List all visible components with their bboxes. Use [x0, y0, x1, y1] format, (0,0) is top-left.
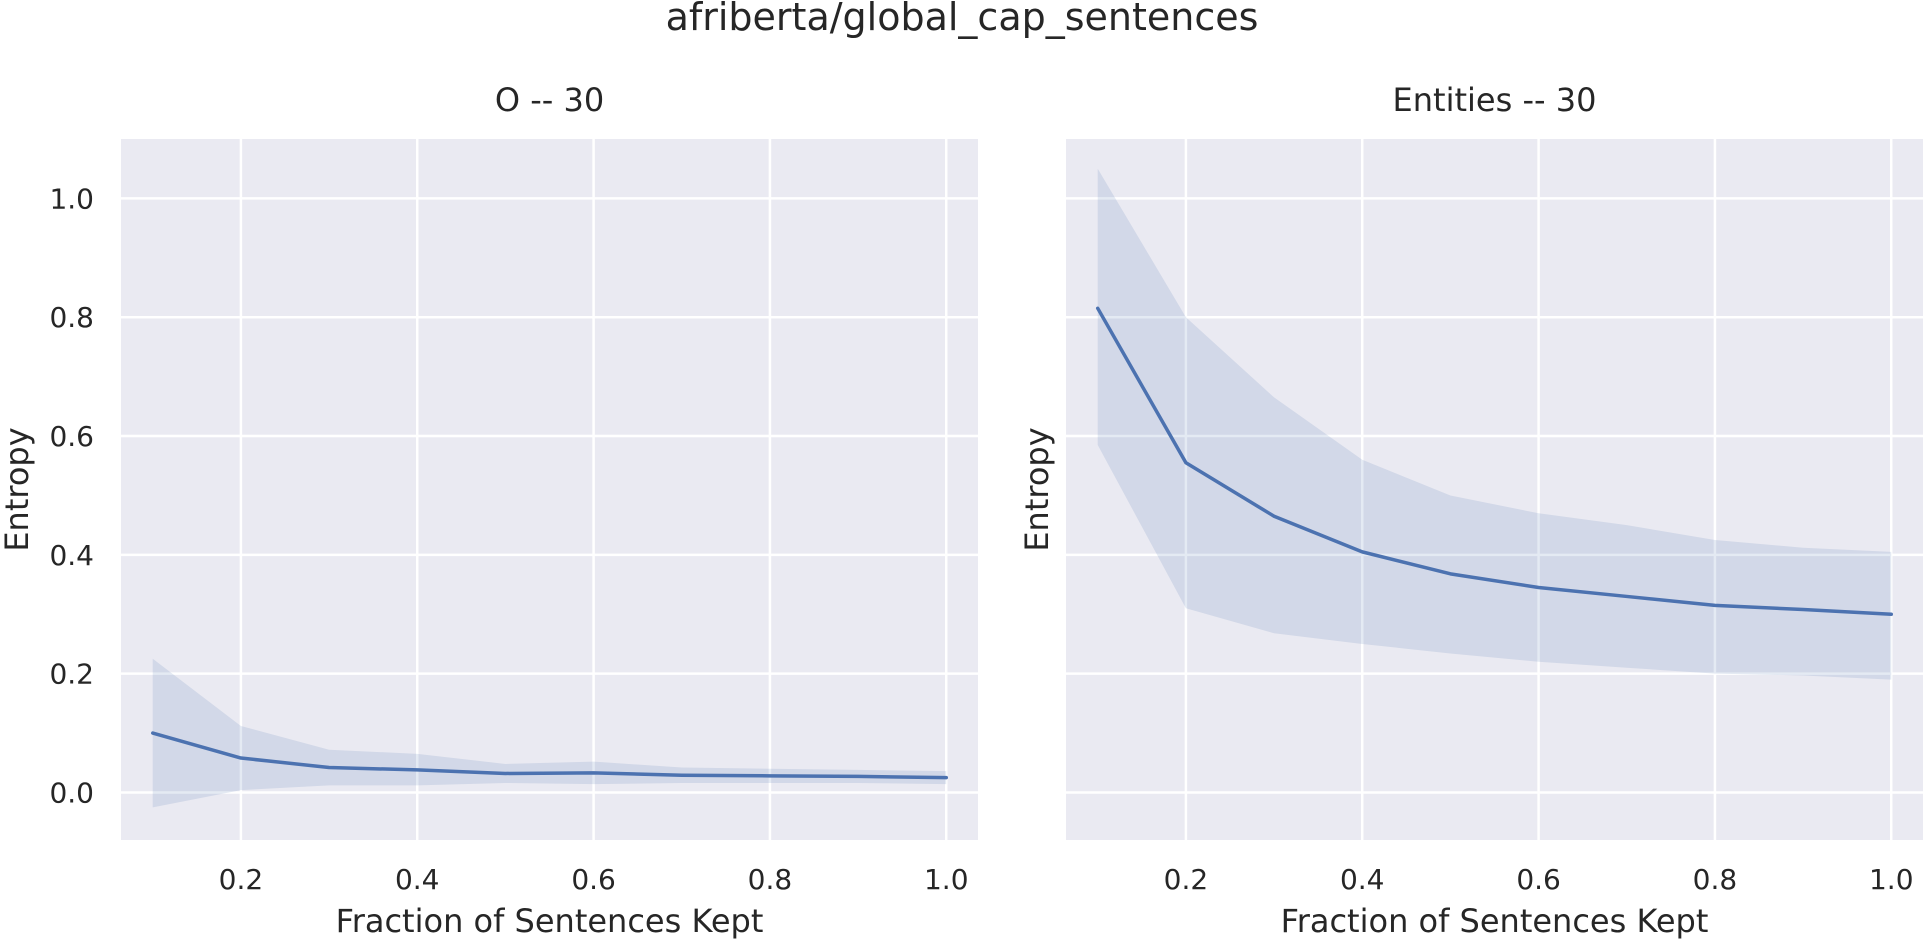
subplot-title: O -- 30 [495, 81, 604, 119]
y-axis-label: Entropy [0, 427, 36, 551]
x-tick-label: 0.8 [1693, 863, 1738, 896]
figure-title: afriberta/global_cap_sentences [666, 0, 1259, 39]
x-tick-label: 0.2 [219, 863, 264, 896]
confidence-band [152, 658, 947, 808]
y-tick-label: 0.6 [49, 420, 94, 453]
confidence-band [1097, 168, 1892, 680]
x-tick-label: 0.2 [1164, 863, 1209, 896]
x-tick-label: 1.0 [924, 863, 969, 896]
x-axis-label: Fraction of Sentences Kept [336, 902, 764, 940]
x-tick-label: 0.4 [395, 863, 440, 896]
x-tick-label: 1.0 [1869, 863, 1914, 896]
y-tick-label: 0.0 [49, 776, 94, 809]
y-tick-label: 0.4 [49, 539, 94, 572]
plot-background [1066, 139, 1923, 840]
series-line [1095, 306, 1894, 616]
x-tick-label: 0.6 [1516, 863, 1561, 896]
y-tick-label: 0.8 [49, 301, 94, 334]
series-line [150, 731, 949, 780]
x-axis-label: Fraction of Sentences Kept [1281, 902, 1709, 940]
x-tick-label: 0.6 [571, 863, 616, 896]
x-tick-label: 0.8 [748, 863, 793, 896]
y-tick-label: 0.2 [49, 658, 94, 691]
subplot-entities: 0.2 0.4 0.6 0.8 1.0 Entities -- 30 Fraction of… [1018, 81, 1923, 940]
y-tick-label: 1.0 [49, 182, 94, 215]
subplot-o: 0.2 0.4 0.6 0.8 1.0 0.0 0.2 0.4 0.6 0.8 1.0 O -- 30… [0, 81, 978, 940]
plot-background [121, 139, 978, 840]
subplot-title: Entities -- 30 [1393, 81, 1597, 119]
y-axis-label: Entropy [1018, 427, 1056, 551]
x-tick-label: 0.4 [1340, 863, 1385, 896]
